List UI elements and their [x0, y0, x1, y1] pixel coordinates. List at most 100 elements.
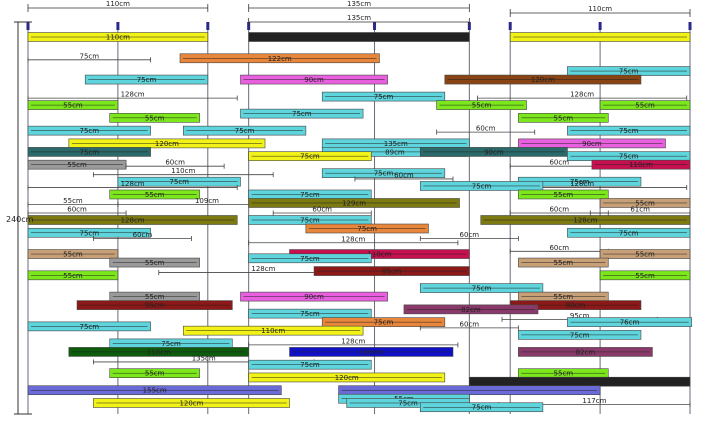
- shelf-label: 90cm: [582, 140, 602, 148]
- shelf-15: 75cm: [240, 108, 364, 119]
- shelf-label: 60cm: [394, 171, 414, 179]
- shelf-56: 75cm: [305, 223, 429, 234]
- shelf-67: 55cm: [109, 257, 200, 268]
- shelf-85: 60cm: [419, 320, 519, 331]
- shelf-60: 60cm: [419, 231, 519, 242]
- shelf-label: 55cm: [554, 191, 574, 199]
- shelf-65: 55cm: [599, 249, 691, 259]
- shelf-12: 55cm: [27, 100, 119, 110]
- shelf-label: 75cm: [619, 153, 639, 161]
- shelf-label: 128cm: [341, 235, 365, 243]
- shelf-21: 75cm: [567, 125, 691, 136]
- shelf-label: 55cm: [63, 102, 83, 110]
- shelf-label: 75cm: [300, 310, 320, 318]
- shelf-59: 60cm: [92, 231, 192, 242]
- shelf-label: 128cm: [121, 91, 145, 99]
- shelf-66: 75cm: [248, 253, 372, 264]
- shelf-27: 90cm: [419, 147, 568, 157]
- shelf-label: 75cm: [398, 399, 418, 407]
- shelf-label: 120cm: [531, 76, 555, 84]
- shelf-label: 75cm: [300, 217, 320, 225]
- shelf-1: [248, 32, 470, 42]
- shelf-70: 95cm: [313, 266, 470, 276]
- shelf-53: 128cm: [27, 215, 238, 225]
- shelf-71: 55cm: [27, 270, 119, 281]
- shelf-51: 60cm: [509, 205, 609, 216]
- shelf-24: 90cm: [518, 138, 666, 149]
- top-dimension-label: 135cm: [347, 14, 371, 22]
- shelf-label: 75cm: [137, 76, 157, 84]
- shelf-label: 128cm: [570, 91, 594, 99]
- shelf-label: 100cm: [359, 348, 383, 356]
- shelf-label: 110cm: [147, 348, 171, 356]
- shelf-label: 75cm: [300, 191, 320, 199]
- shelf-72: 55cm: [599, 270, 691, 281]
- height-label: 240cm: [6, 215, 34, 224]
- shelf-label: 128cm: [121, 217, 145, 225]
- shelf-label: 60cm: [165, 159, 185, 167]
- shelf-label: 55cm: [145, 370, 165, 378]
- shelf-label: 55cm: [554, 370, 574, 378]
- shelf-58: 75cm: [567, 227, 691, 238]
- shelf-label: 110cm: [171, 167, 195, 175]
- shelf-label: 82cm: [576, 348, 596, 356]
- shelf-83: 76cm: [567, 317, 692, 327]
- shelf-99: 155cm: [27, 385, 282, 396]
- shelf-8: 120cm: [444, 74, 642, 85]
- shelf-label: 135cm: [568, 378, 592, 386]
- post-cap-2: [206, 22, 210, 30]
- shelf-48: 55cm: [599, 198, 691, 208]
- shelf-19: 75cm: [182, 125, 307, 136]
- shelf-42: 55cm: [109, 189, 200, 200]
- top-dimension-label: 110cm: [106, 0, 130, 8]
- shelf-10: 128cm: [477, 91, 688, 101]
- shelf-label: 55cm: [472, 102, 492, 110]
- shelf-label: 75cm: [619, 229, 639, 237]
- shelf-14: 55cm: [599, 100, 691, 110]
- shelf-label: 128cm: [341, 337, 365, 345]
- shelf-68: 55cm: [518, 257, 609, 268]
- post-cap-8: [688, 22, 692, 30]
- shelf-50: 60cm: [272, 205, 372, 216]
- shelf-77: 95cm: [76, 300, 233, 310]
- shelf-label: 60cm: [549, 205, 569, 213]
- post-cap-6: [508, 22, 512, 30]
- shelf-90: 110cm: [68, 347, 249, 357]
- shelf-label: 120cm: [155, 140, 179, 148]
- shelf-11: 75cm: [321, 91, 446, 102]
- shelf-label: 75cm: [161, 340, 181, 348]
- shelf-82: 75cm: [321, 317, 446, 327]
- shelf-label: 55cm: [145, 293, 165, 301]
- shelf-label: 120cm: [179, 399, 203, 407]
- post-cap-0: [26, 22, 30, 30]
- shelf-label: 55cm: [67, 161, 87, 169]
- shelf-label: 75cm: [472, 182, 492, 190]
- shelf-label: 110cm: [106, 34, 130, 42]
- shelf-34: 110cm: [92, 167, 274, 178]
- shelf-86: 110cm: [182, 325, 364, 336]
- shelf-29: 75cm: [567, 151, 691, 161]
- shelf-label: 110cm: [367, 251, 391, 259]
- shelf-label: 60cm: [67, 205, 87, 213]
- shelf-label: 120cm: [335, 374, 359, 382]
- shelf-label: 75cm: [472, 404, 492, 412]
- shelf-35: 75cm: [321, 168, 446, 178]
- shelf-label: 128cm: [121, 180, 145, 188]
- shelf-6: 75cm: [84, 74, 209, 85]
- shelf-26: 75cm: [27, 147, 151, 157]
- shelf-98: 135cm: [469, 376, 691, 387]
- shelf-label: 95cm: [145, 302, 165, 310]
- shelf-label: 75cm: [374, 319, 394, 327]
- shelf-label: 75cm: [300, 361, 320, 369]
- shelf-label: 110cm: [261, 327, 285, 335]
- shelf-37: 75cm: [117, 176, 241, 187]
- height-dimension: 240cm: [6, 21, 34, 415]
- top-dimension-2: 135cm: [248, 14, 470, 26]
- shelf-17: 55cm: [518, 113, 609, 123]
- shelf-89: 128cm: [248, 337, 459, 348]
- shelf-61: 128cm: [248, 235, 459, 246]
- shelf-label: 117cm: [582, 397, 606, 405]
